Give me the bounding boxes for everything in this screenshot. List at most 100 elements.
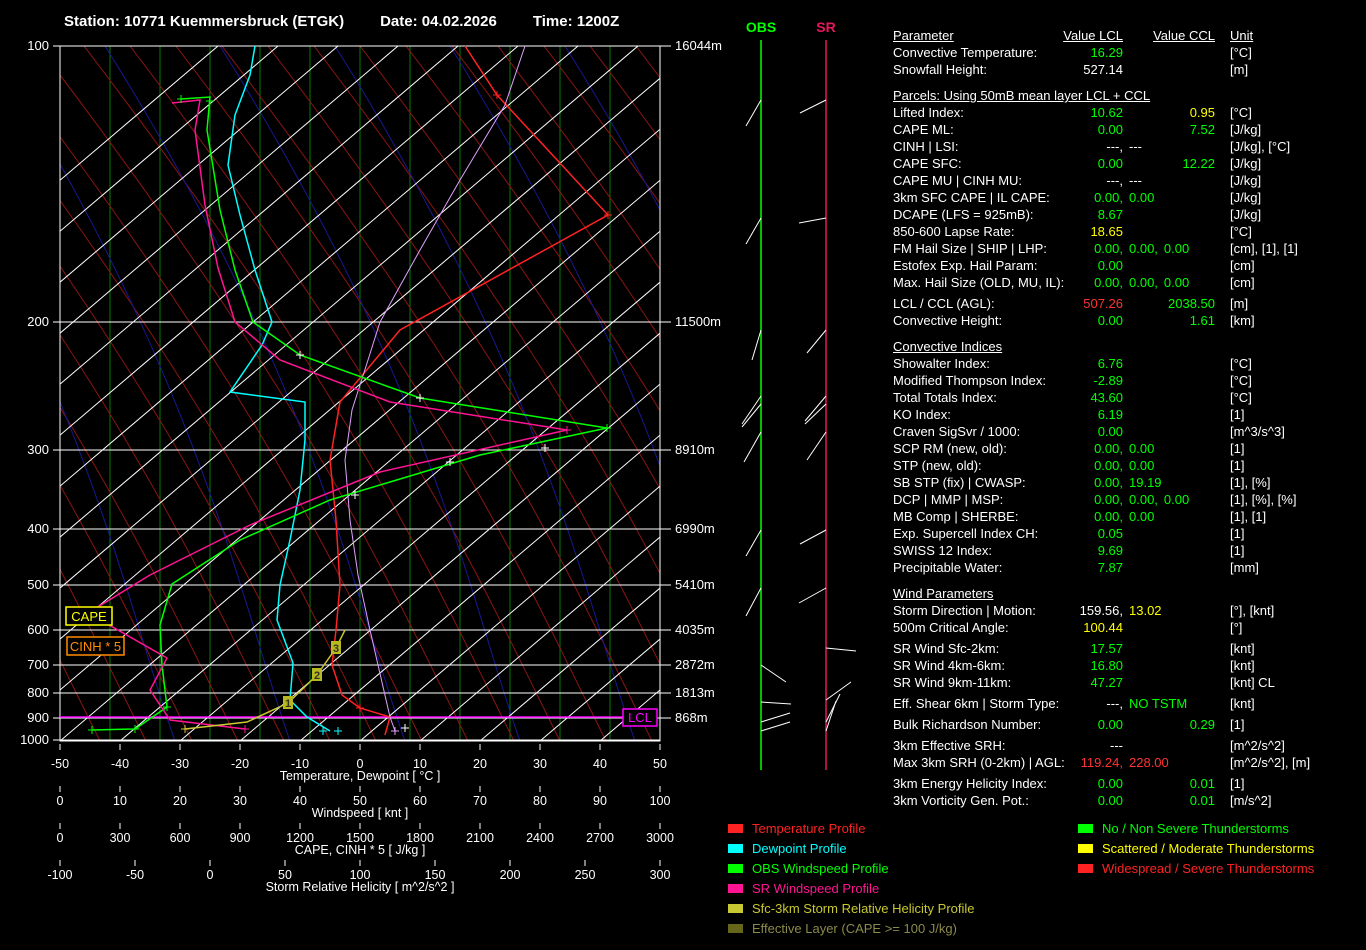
- row-value-part: 0.00: [1129, 190, 1155, 205]
- axis-tick-label: 250: [575, 868, 596, 882]
- chart-label-text: LCL: [628, 710, 652, 725]
- row-value-lcl: 0.00,: [1094, 475, 1123, 490]
- legend-label: Scattered / Moderate Thunderstorms: [1102, 840, 1315, 856]
- axis-tick-label: 10: [113, 794, 127, 808]
- row-unit: [J/kg]: [1230, 207, 1262, 222]
- pressure-label: 1000: [20, 732, 49, 747]
- skewt-diagram: 100200300400500600700800900100016044m115…: [20, 19, 890, 894]
- axis-tick-label: 60: [413, 794, 427, 808]
- isotherm-line: [60, 46, 459, 385]
- table-row: DCAPE (LFS = 925mB): 8.67 [J/kg]: [893, 206, 1366, 223]
- moist-adiabat-line: [334, 46, 636, 741]
- row-label: FM Hail Size | SHIP | LHP:: [893, 241, 1047, 256]
- axis-tick-label: 1800: [406, 831, 434, 845]
- profile-legend: Temperature Profile Dewpoint Profile OBS W…: [728, 818, 975, 938]
- row-value-lcl: 16.80: [1090, 658, 1123, 673]
- row-value-extra: 19.19: [1129, 474, 1162, 491]
- axis-tick-label: 100: [350, 868, 371, 882]
- row-label: SR Wind 9km-11km:: [893, 675, 1012, 690]
- wind-barb: [760, 701, 792, 705]
- row-value-extra: 228.00: [1129, 754, 1169, 771]
- row-label: CAPE SFC:: [893, 156, 962, 171]
- row-value-part: ---: [1129, 173, 1142, 188]
- axis-tick-label: 600: [170, 831, 191, 845]
- row-unit: [°C]: [1230, 224, 1252, 239]
- isotherm-line: [119, 281, 660, 741]
- row-value-lcl: 8.67: [1097, 207, 1123, 222]
- row-value-extra: NO TSTM: [1129, 695, 1187, 712]
- row-value-part: 0.00: [1163, 492, 1190, 507]
- legend-swatch-icon: [728, 883, 743, 893]
- row-label: Max. Hail Size (OLD, MU, IL):: [893, 275, 1065, 290]
- pressure-label: 200: [27, 314, 49, 329]
- row-unit: [°C]: [1230, 390, 1252, 405]
- row-unit: [1]: [1230, 441, 1245, 456]
- axis-tick-label: 2100: [466, 831, 494, 845]
- pressure-label: 800: [27, 685, 49, 700]
- row-value-part: 0.00: [1129, 509, 1155, 524]
- row-unit: [knt]: [1230, 658, 1255, 673]
- table-row: Precipitable Water: 7.87 [mm]: [893, 559, 1366, 576]
- row-label: CAPE MU | CINH MU:: [893, 173, 1023, 188]
- axis-tick-label: 2400: [526, 831, 554, 845]
- row-label: CAPE ML:: [893, 122, 954, 137]
- dry-adiabat-line: [405, 46, 660, 412]
- table-row: STP (new, old): 0.00, 0.00 [1]: [893, 457, 1366, 474]
- axis-tick-label: 300: [110, 831, 131, 845]
- dry-adiabat-line: [359, 46, 660, 490]
- header-unit-text: Unit: [1230, 28, 1254, 43]
- row-value-lcl: 100.44: [1083, 620, 1123, 635]
- row-value-lcl: 119.24,: [1080, 755, 1123, 770]
- row-value-lcl: 6.76: [1097, 356, 1123, 371]
- header-parameter: Parameter: [893, 28, 954, 43]
- table-row: 3km Effective SRH: --- [m^2/s^2]: [893, 737, 1366, 754]
- moist-adiabat-line: [219, 46, 521, 741]
- wind-barb: [804, 403, 827, 425]
- legend-label: Widespread / Severe Thunderstorms: [1102, 860, 1315, 876]
- dry-adiabat-line: [60, 334, 285, 741]
- section-title-text: Convective Indices: [893, 339, 1003, 354]
- row-value-lcl: 0.00: [1097, 313, 1123, 328]
- legend-item: Scattered / Moderate Thunderstorms: [1078, 838, 1314, 858]
- axis-tick-label: 150: [425, 868, 446, 882]
- row-unit: [m]: [1230, 62, 1249, 77]
- row-unit: [1]: [1230, 407, 1245, 422]
- row-unit: [J/kg]: [1230, 173, 1262, 188]
- table-row: CAPE SFC: 0.00 12.22 [J/kg]: [893, 155, 1366, 172]
- row-label: 3km SFC CAPE | IL CAPE:: [893, 190, 1050, 205]
- row-unit: [mm]: [1230, 560, 1259, 575]
- legend-item: Temperature Profile: [728, 818, 975, 838]
- row-value-lcl: 0.00,: [1094, 190, 1123, 205]
- legend-item: Effective Layer (CAPE >= 100 J/kg): [728, 918, 975, 938]
- row-unit: [J/kg], [°C]: [1230, 139, 1291, 154]
- row-unit: [J/kg]: [1230, 122, 1262, 137]
- row-unit: [1]: [1230, 543, 1245, 558]
- row-unit: [knt] CL: [1230, 675, 1275, 690]
- table-row: 500m Critical Angle: 100.44 [°]: [893, 619, 1366, 636]
- row-value-lcl: 18.65: [1090, 224, 1123, 239]
- axis-tick-label: 0: [357, 757, 364, 771]
- header-value-ccl: Value CCL: [893, 27, 1215, 44]
- row-label: Convective Height:: [893, 313, 1003, 328]
- row-label: 3km Energy Helicity Index:: [893, 776, 1047, 791]
- moist-adiabat-line: [795, 46, 890, 741]
- chart-label-text: CAPE: [71, 609, 107, 624]
- table-row: Eff. Shear 6km | Storm Type: ---, NO TSTM […: [893, 695, 1366, 712]
- isotherm-line: [840, 46, 890, 741]
- row-value-lcl: 159.56,: [1079, 603, 1123, 618]
- dry-adiabat-line: [451, 46, 660, 339]
- row-value-ccl: 12.22: [1182, 156, 1215, 171]
- date-label: Date: 04.02.2026: [380, 13, 497, 30]
- axis-tick-label: 10: [413, 757, 427, 771]
- dry-adiabat-line: [543, 46, 660, 205]
- chart-label-box: [622, 708, 658, 727]
- station-label: Station: 10771 Kuemmersbruck (ETGK): [64, 13, 345, 30]
- table-row: SCP RM (new, old): 0.00, 0.00 [1]: [893, 440, 1366, 457]
- row-label: STP (new, old):: [893, 458, 982, 473]
- axis-tick-label: 30: [533, 757, 547, 771]
- section-title-text: Parcels: Using 50mB mean layer LCL + CCL: [893, 88, 1151, 103]
- row-value-lcl: 7.87: [1097, 560, 1123, 575]
- row-unit: [knt]: [1230, 641, 1255, 656]
- row-value-lcl: ---,: [1106, 696, 1123, 711]
- row-unit: [1], [1]: [1230, 509, 1267, 524]
